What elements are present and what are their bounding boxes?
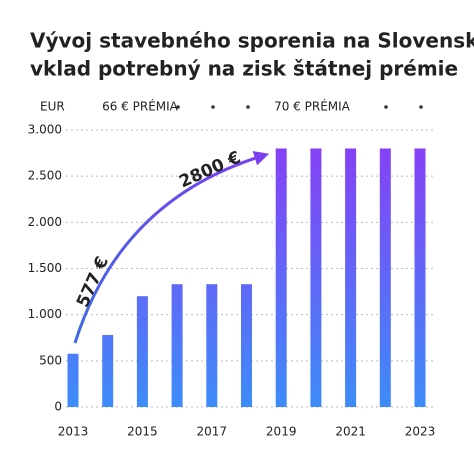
bar [345, 148, 357, 407]
bar [310, 148, 322, 407]
x-tick-label: 2017 [197, 425, 228, 439]
bar [102, 334, 114, 407]
bar [171, 284, 183, 407]
y-tick-label: 0 [54, 400, 62, 414]
bar [275, 148, 287, 407]
x-tick-label: 2015 [127, 425, 158, 439]
bar [206, 284, 218, 407]
chart-title: Vývoj stavebného sporenia na Slovensku: [30, 29, 474, 53]
bar [136, 296, 148, 407]
annotation: 2800 € [176, 148, 244, 193]
y-tick-label: 500 [39, 353, 62, 367]
bar [414, 148, 426, 407]
bar [67, 353, 79, 407]
y-tick-label: 2.500 [28, 169, 62, 183]
period-label: 70 € PRÉMIA [274, 99, 351, 114]
y-tick-label: 1.000 [28, 307, 62, 321]
period-label: 66 € PRÉMIA [102, 99, 179, 114]
x-tick-label: 2019 [266, 425, 297, 439]
period-dots [176, 105, 423, 109]
y-unit: EUR [40, 100, 65, 114]
x-tick-label: 2023 [405, 425, 436, 439]
bar [379, 148, 391, 407]
x-tick-label: 2021 [335, 425, 366, 439]
x-tick-label: 2013 [58, 425, 89, 439]
bar [241, 284, 252, 407]
y-tick-label: 1.500 [28, 261, 62, 275]
annotation: 577 € [73, 254, 113, 311]
chart-title: vklad potrebný na zisk štátnej prémie [30, 57, 458, 81]
arrow [73, 151, 270, 344]
y-tick-label: 3.000 [28, 123, 62, 137]
y-tick-label: 2.000 [28, 215, 62, 229]
